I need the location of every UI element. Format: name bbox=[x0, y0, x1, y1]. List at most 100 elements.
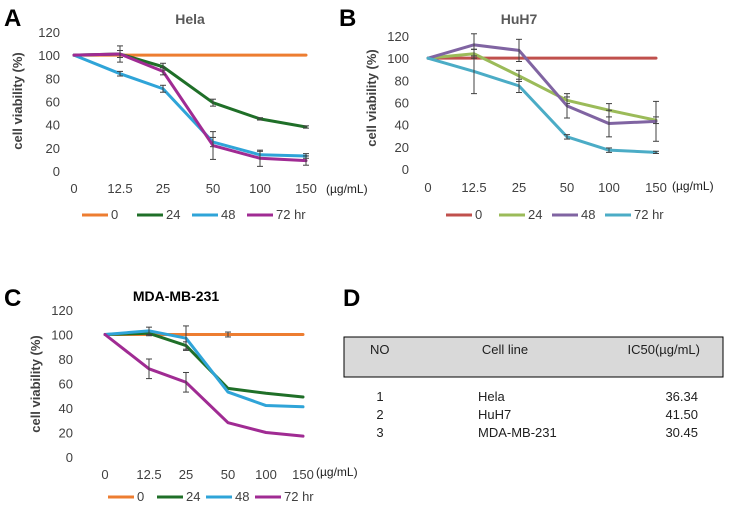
chart-b-huh7: HuH7 cell viability (%) 0 20 40 60 80 100 120 0 12… bbox=[364, 11, 714, 222]
ic50-table-cell-r1-c2: 41.50 bbox=[665, 407, 698, 422]
chart-c-mda-mb-231: MDA-MB-231 cell viability (%) 0 20 40 60 80 100… bbox=[28, 288, 358, 504]
chart-a-series-3-errorbar-4 bbox=[257, 149, 263, 167]
chart-c-xtick-5: 150 bbox=[292, 467, 314, 482]
chart-b-legend-label-3: 72 hr bbox=[634, 207, 664, 222]
chart-c-series-0-errorbar-3 bbox=[225, 331, 231, 338]
ic50-table: NO Cell line IC50(µg/mL) 1 Hela 36.34 2 HuH7 41.… bbox=[343, 336, 724, 440]
ic50-table-cell-r0-c1: Hela bbox=[478, 389, 506, 404]
panel-label-b: B bbox=[339, 5, 356, 32]
chart-a-ytick-80: 80 bbox=[46, 71, 60, 86]
chart-a-ytick-100: 100 bbox=[38, 48, 60, 63]
chart-a-xtick-3: 50 bbox=[206, 181, 220, 196]
chart-b-ytick-0: 0 bbox=[402, 162, 409, 177]
chart-b-xtick-0: 0 bbox=[424, 180, 431, 195]
chart-c-ytick-40: 40 bbox=[59, 401, 73, 416]
ic50-table-header-2: IC50(µg/mL) bbox=[627, 342, 700, 357]
chart-b-series-3-errorbar-4 bbox=[606, 147, 612, 153]
chart-c-ytick-20: 20 bbox=[59, 426, 73, 441]
chart-c-title: MDA-MB-231 bbox=[133, 288, 220, 304]
ic50-table-cell-r1-c1: HuH7 bbox=[478, 407, 511, 422]
chart-a-ytick-40: 40 bbox=[46, 118, 60, 133]
chart-c-legend-label-0: 0 bbox=[137, 489, 144, 504]
panel-label-d: D bbox=[343, 285, 360, 312]
chart-a-legend-label-1: 24 bbox=[166, 207, 180, 222]
chart-b-series-3-errorbar-5 bbox=[653, 150, 659, 154]
chart-c-xtick-4: 100 bbox=[255, 467, 277, 482]
chart-c-series-2-errorbar-1 bbox=[146, 326, 152, 335]
chart-c-ytick-80: 80 bbox=[59, 352, 73, 367]
chart-b-ytick-80: 80 bbox=[395, 73, 409, 88]
chart-a-xtick-1: 12.5 bbox=[107, 181, 132, 196]
ic50-table-cell-r0-c2: 36.34 bbox=[665, 389, 698, 404]
chart-c-xlabel: (µg/mL) bbox=[316, 465, 358, 479]
ic50-table-header-0: NO bbox=[370, 342, 390, 357]
chart-a-xtick-2: 25 bbox=[156, 181, 170, 196]
ic50-table-cell-r2-c1: MDA-MB-231 bbox=[478, 425, 557, 440]
chart-b-xtick-2: 25 bbox=[512, 180, 526, 195]
chart-a-xtick-5: 150 bbox=[295, 181, 317, 196]
chart-a-series-3-errorbar-2 bbox=[160, 67, 166, 76]
chart-c-xtick-0: 0 bbox=[101, 467, 108, 482]
chart-a-series-3-line bbox=[72, 52, 308, 163]
chart-b-ytick-20: 20 bbox=[395, 140, 409, 155]
chart-c-legend-label-1: 24 bbox=[186, 489, 200, 504]
chart-a-ytick-0: 0 bbox=[53, 164, 60, 179]
chart-b-series-3-errorbar-1 bbox=[471, 48, 477, 95]
chart-a-ytick-20: 20 bbox=[46, 141, 60, 156]
chart-b-series-1-line bbox=[426, 52, 658, 122]
chart-b-series-3-errorbar-2 bbox=[516, 78, 522, 94]
chart-b-legend-label-1: 24 bbox=[528, 207, 542, 222]
chart-a-series-1-errorbar-3 bbox=[210, 98, 216, 107]
chart-b-series-3-errorbar-3 bbox=[564, 134, 570, 140]
chart-b-ylabel: cell viability (%) bbox=[364, 49, 379, 147]
chart-c-series-3-errorbar-1 bbox=[146, 358, 152, 380]
chart-c-ytick-120: 120 bbox=[51, 303, 73, 318]
chart-b-xtick-5: 150 bbox=[645, 180, 667, 195]
chart-c-legend-label-2: 48 bbox=[235, 489, 249, 504]
chart-a-series-2-line bbox=[72, 53, 308, 158]
chart-c-legend-label-3: 72 hr bbox=[284, 489, 314, 504]
chart-a-series-1-errorbar-5 bbox=[303, 125, 309, 129]
ic50-table-cell-r2-c2: 30.45 bbox=[665, 425, 698, 440]
chart-a-series-1-errorbar-4 bbox=[257, 117, 263, 121]
chart-c-ytick-0: 0 bbox=[66, 450, 73, 465]
chart-c-xtick-1: 12.5 bbox=[136, 467, 161, 482]
chart-c-ylabel: cell viability (%) bbox=[28, 335, 43, 433]
chart-a-series-2-errorbar-2 bbox=[160, 84, 166, 93]
chart-b-legend-label-2: 48 bbox=[581, 207, 595, 222]
chart-c-series-2-errorbar-2 bbox=[183, 325, 189, 351]
chart-b-series-2-errorbar-5 bbox=[653, 100, 659, 142]
ic50-table-header-bg bbox=[343, 336, 724, 378]
ic50-table-cell-r2-c0: 3 bbox=[376, 425, 383, 440]
chart-a-series-3-errorbar-5 bbox=[303, 155, 309, 166]
chart-b-xtick-4: 100 bbox=[598, 180, 620, 195]
chart-a-series-3-errorbar-3 bbox=[210, 131, 216, 160]
chart-b-ytick-40: 40 bbox=[395, 118, 409, 133]
chart-a-legend-label-2: 48 bbox=[221, 207, 235, 222]
chart-a-hela: Hela cell viability (%) 0 20 40 60 80 100 120 0 12… bbox=[10, 11, 368, 222]
chart-c-series-1-line bbox=[103, 331, 305, 399]
chart-b-xtick-3: 50 bbox=[560, 180, 574, 195]
chart-a-title: Hela bbox=[175, 11, 205, 27]
chart-c-series-3-errorbar-2 bbox=[183, 371, 189, 393]
chart-b-ytick-120: 120 bbox=[387, 29, 409, 44]
chart-a-xtick-4: 100 bbox=[249, 181, 271, 196]
chart-c-xtick-3: 50 bbox=[221, 467, 235, 482]
ic50-table-header-1: Cell line bbox=[482, 342, 528, 357]
chart-a-xtick-0: 0 bbox=[70, 181, 77, 196]
chart-a-ytick-120: 120 bbox=[38, 25, 60, 40]
panel-label-c: C bbox=[4, 285, 21, 312]
chart-b-series-2-line bbox=[426, 43, 658, 126]
chart-b-xtick-1: 12.5 bbox=[461, 180, 486, 195]
chart-b-ytick-60: 60 bbox=[395, 96, 409, 111]
chart-a-series-2-errorbar-1 bbox=[117, 70, 123, 77]
panel-label-a: A bbox=[4, 5, 21, 32]
chart-b-series-2-errorbar-3 bbox=[564, 93, 570, 119]
chart-a-legend-label-3: 72 hr bbox=[276, 207, 306, 222]
chart-c-series-2-line bbox=[103, 329, 305, 409]
chart-b-series-2-errorbar-4 bbox=[606, 109, 612, 138]
ic50-table-cell-r1-c0: 2 bbox=[376, 407, 383, 422]
chart-b-series-2-errorbar-2 bbox=[516, 38, 522, 62]
chart-b-title: HuH7 bbox=[501, 11, 538, 27]
